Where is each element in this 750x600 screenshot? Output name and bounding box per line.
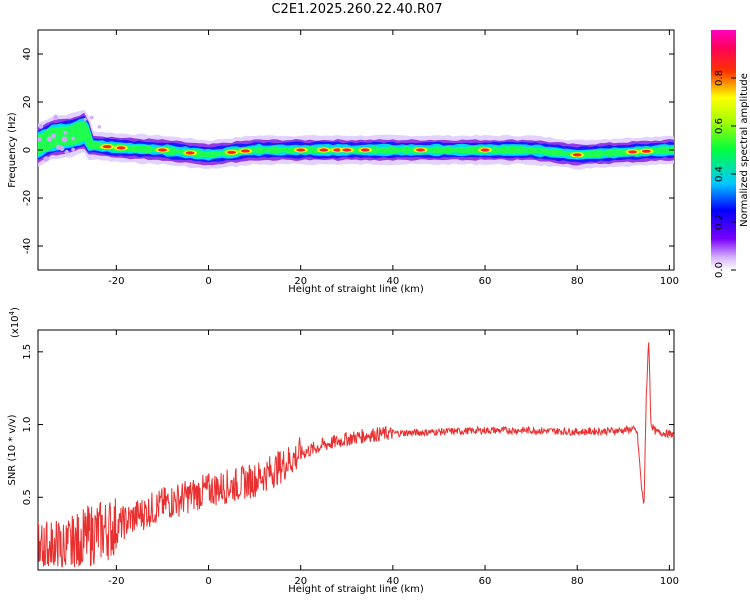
x-tick-label: 60 (479, 276, 492, 287)
colorbar-tick-label: 0.2 (714, 214, 725, 230)
heatmap-speckle (97, 125, 101, 129)
heatmap-speckle (45, 156, 50, 161)
heatmap-ridge (38, 109, 674, 170)
heatmap-hotspot (227, 150, 237, 154)
x-tick-label: 0 (205, 576, 211, 587)
snr-panel: -20 0 20 40 60 80 100 0.5 1.0 1.5 Height of strai… (7, 307, 679, 595)
x-tick-label: -20 (108, 276, 124, 287)
colorbar-tick-label: 0.8 (714, 70, 725, 86)
colorbar: 0.0 0.2 0.4 0.6 0.8 Normalized spectral ampl… (711, 30, 750, 278)
heatmap-speckle (53, 114, 58, 120)
x-tick-label: 60 (479, 576, 492, 587)
bottom-x-axis-label: Height of straight line (km) (288, 584, 424, 595)
y-tick-label: 1.0 (22, 417, 33, 433)
heatmap-speckle (46, 136, 52, 142)
x-tick-label: 100 (660, 276, 679, 287)
snr-series-line (38, 342, 674, 568)
heatmap-speckle (61, 136, 68, 143)
y-tick-label: 0.5 (22, 489, 33, 505)
heatmap-speckle (38, 137, 42, 142)
bottom-y-axis-label: SNR (10 * v/v) (7, 414, 18, 485)
colorbar-tick-label: 0.6 (714, 118, 725, 134)
heatmap-hotspot (157, 148, 167, 152)
page-title: C2E1.2025.260.22.40.R07 (271, 2, 443, 17)
heatmap-speckle (63, 130, 68, 135)
heatmap-hotspot (641, 149, 651, 153)
x-tick-label: 20 (294, 276, 307, 287)
heatmap-hotspot (572, 153, 582, 157)
top-x-axis-label: Height of straight line (km) (288, 284, 424, 295)
heatmap-hotspot (416, 148, 426, 152)
heatmap-speckle (89, 115, 94, 120)
y-tick-label: 20 (22, 96, 33, 109)
heatmap-hotspot (319, 148, 329, 152)
heatmap-speckle (51, 133, 57, 139)
y-tick-label: -20 (22, 190, 33, 206)
colorbar-gradient (711, 30, 736, 270)
y-tick-label: 40 (22, 48, 33, 61)
heatmap-hotspot (333, 148, 343, 152)
x-tick-label: 80 (571, 576, 584, 587)
heatmap-hotspot (240, 149, 250, 153)
x-tick-label: -20 (108, 576, 124, 587)
colorbar-ticks: 0.0 0.2 0.4 0.6 0.8 (714, 70, 736, 278)
heatmap-hotspot (360, 148, 370, 152)
heatmap-hotspot (480, 148, 490, 152)
heatmap-speckle (59, 146, 65, 151)
bottom-axis-ticks: -20 0 20 40 60 80 100 0.5 1.0 1.5 (22, 330, 679, 587)
y-tick-label: 0 (22, 147, 33, 153)
top-axis-ticks: -20 0 20 40 60 80 100 -40 -20 0 20 40 (22, 30, 679, 287)
snr-plot-area (37, 329, 675, 571)
heatmap-hotspot (296, 148, 306, 152)
colorbar-tick-label: 0.0 (714, 262, 725, 278)
heatmap-speckle (38, 124, 44, 129)
heatmap-hotspot (185, 151, 195, 155)
y-multiplier: (x104) (8, 307, 21, 338)
x-tick-label: 100 (660, 576, 679, 587)
y-tick-label: 1.5 (22, 344, 33, 360)
y-tick-label: -40 (22, 238, 33, 254)
x-tick-label: 20 (294, 576, 307, 587)
heatmap-panel: -20 0 20 40 60 80 100 -40 -20 0 20 40 Height of str… (7, 29, 679, 295)
svg-text:(x104): (x104) (8, 307, 21, 338)
heatmap-hotspot (102, 145, 112, 149)
heatmap-hotspot (628, 150, 638, 154)
heatmap-hotspot (342, 148, 352, 152)
heatmap-speckle (64, 149, 69, 155)
colorbar-tick-label: 0.4 (714, 166, 725, 182)
x-tick-label: 80 (571, 276, 584, 287)
x-tick-label: 40 (387, 276, 400, 287)
colorbar-label: Normalized spectral amplitude (739, 73, 750, 227)
top-y-axis-label: Frequency (Hz) (7, 112, 18, 188)
heatmap-speckle (71, 136, 76, 141)
x-tick-label: 40 (387, 576, 400, 587)
heatmap-speckle (71, 147, 75, 152)
heatmap-band-4 (38, 121, 674, 158)
heatmap-speckle (83, 117, 87, 121)
heatmap-hotspot (116, 146, 126, 150)
x-tick-label: 0 (205, 276, 211, 287)
